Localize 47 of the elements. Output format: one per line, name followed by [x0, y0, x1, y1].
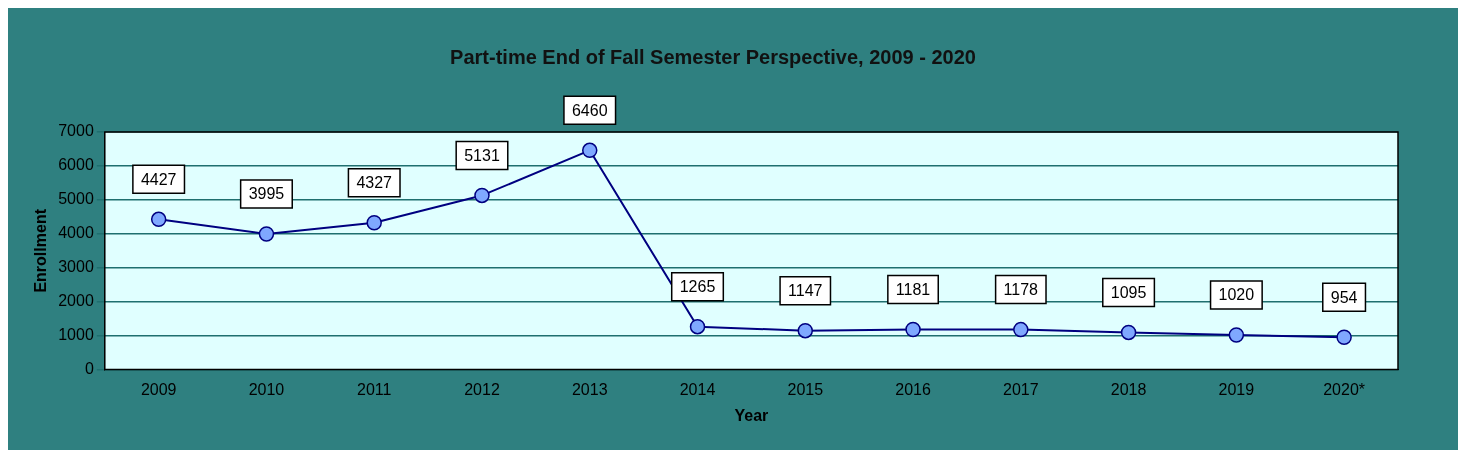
y-tick-label: 4000: [58, 224, 94, 242]
y-tick-label: 7000: [58, 122, 94, 140]
y-tick-label: 2000: [58, 292, 94, 310]
x-tick-label: 2016: [895, 380, 931, 398]
x-tick-label: 2017: [1003, 380, 1039, 398]
point: [905, 321, 921, 338]
point: [1228, 327, 1245, 343]
x-axis-title: Year: [734, 406, 769, 424]
point: [1013, 321, 1029, 338]
x-tick-label: 2019: [1218, 380, 1255, 398]
point: [582, 142, 598, 159]
data-label: 1147: [788, 282, 823, 300]
data-label: 1020: [1218, 286, 1255, 304]
x-tick-label: 2020*: [1323, 380, 1366, 398]
y-tick-label: 0: [84, 360, 94, 378]
data-label: 4427: [140, 170, 177, 188]
x-tick-label: 2012: [464, 380, 500, 398]
point: [689, 318, 706, 335]
point: [797, 322, 814, 339]
x-tick-label: 2013: [571, 380, 608, 398]
data-label: 4327: [356, 174, 393, 192]
y-axis-title: Enrollment: [32, 208, 50, 293]
x-tick-label: 2014: [679, 380, 716, 398]
data-label: 3995: [248, 185, 285, 203]
y-tick-label: 3000: [58, 258, 94, 276]
y-tick-label: 1000: [58, 326, 94, 344]
point: [258, 226, 275, 242]
point: [474, 187, 490, 204]
x-tick-label: 2009: [140, 380, 177, 398]
x-tick-label: 2011: [357, 380, 392, 398]
point: [1120, 324, 1137, 341]
data-label: 5131: [464, 146, 500, 164]
x-tick-label: 2018: [1110, 380, 1147, 398]
data-label: 1178: [1003, 281, 1039, 299]
point: [366, 214, 382, 231]
data-label: 1265: [679, 278, 716, 296]
chart-title: Part-time End of Fall Semester Perspective, 2009 - 2020: [450, 45, 976, 68]
point: [150, 211, 167, 228]
point: [1336, 329, 1352, 345]
x-tick-label: 2010: [248, 380, 285, 398]
y-tick-label: 6000: [58, 156, 94, 174]
data-label: 6460: [571, 101, 608, 119]
x-tick-label: 2015: [787, 380, 824, 398]
y-tick-label: 5000: [58, 190, 94, 208]
data-label: 1181: [895, 280, 931, 298]
data-label: 1095: [1110, 283, 1147, 301]
data-label: 954: [1330, 288, 1358, 306]
